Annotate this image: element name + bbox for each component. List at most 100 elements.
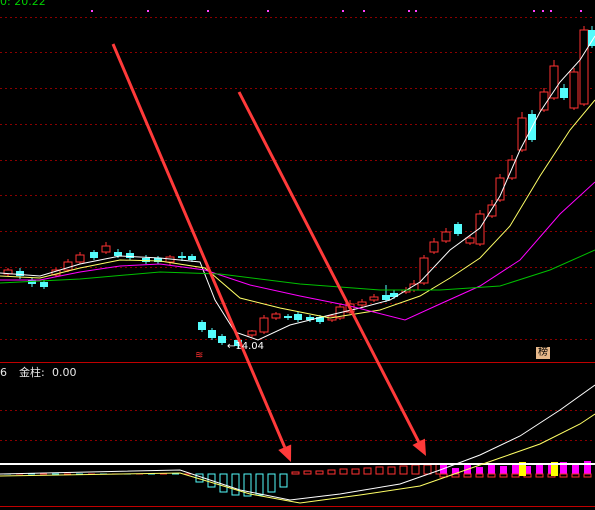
bar-signal [560, 462, 567, 474]
candle-up [165, 255, 175, 265]
bar-signal [452, 468, 459, 474]
header-marker [342, 10, 344, 12]
bar-negative [243, 473, 252, 497]
low-price-label: ←14.04 [227, 341, 265, 352]
ma20-line [0, 181, 595, 321]
ma60-line [0, 249, 595, 291]
bar-positive [315, 470, 324, 475]
candle-up [101, 242, 111, 254]
bar-negative [255, 473, 264, 496]
header-marker [580, 10, 582, 12]
bar-positive-low [475, 473, 484, 478]
candle-up [549, 60, 559, 100]
candle-up [357, 299, 367, 307]
candle-up [539, 88, 549, 112]
bar-positive [303, 470, 312, 475]
bar-positive [387, 466, 396, 475]
bar-signal [488, 464, 495, 474]
bar-signal [536, 463, 543, 474]
candle-down [142, 255, 150, 264]
bar-positive [363, 467, 372, 475]
header-marker [415, 10, 417, 12]
bar-positive [411, 464, 420, 475]
header-marker [550, 10, 552, 12]
indicator-bars [4, 461, 592, 497]
header-marker [408, 10, 410, 12]
candle-down [198, 320, 206, 332]
bar-negative [279, 473, 288, 488]
candle-up [465, 235, 475, 245]
bar-negative [207, 473, 216, 488]
annotation-arrows [111, 43, 426, 462]
header-marker [147, 10, 149, 12]
candle-up [271, 312, 281, 320]
candle-down [284, 314, 292, 320]
bar-negative [219, 473, 228, 493]
candle-down [28, 278, 36, 287]
candle-down [454, 222, 462, 236]
header-marker [533, 10, 535, 12]
candle-down [40, 280, 48, 289]
bar-positive-low [535, 473, 544, 478]
bar-signal [440, 465, 447, 474]
ma5-line [0, 35, 595, 341]
header-marker [542, 10, 544, 12]
bar-negative [231, 473, 240, 496]
candle-down [188, 254, 196, 262]
indicator-name: 金柱: [19, 366, 45, 379]
bar-positive-low [583, 473, 592, 478]
candle-down [218, 334, 226, 345]
header-marker [363, 10, 365, 12]
candlesticks[interactable] [3, 26, 595, 348]
candle-up [247, 330, 257, 337]
candle-up [429, 238, 439, 254]
indicator-left-value: 6 [0, 366, 7, 379]
bar-positive-low [511, 473, 520, 478]
candle-down [588, 26, 595, 48]
moving-averages [0, 35, 595, 341]
candle-down [208, 328, 216, 340]
bar-positive-low [487, 473, 496, 478]
indicator-value: 0.00 [52, 366, 77, 379]
candle-up [75, 252, 85, 264]
candle-down [90, 250, 98, 260]
candle-down [528, 110, 536, 142]
gold-bar [519, 462, 526, 476]
bar-positive [351, 468, 360, 475]
annotation-arrow [237, 91, 426, 456]
bar-positive [339, 468, 348, 475]
candle-up [259, 315, 269, 334]
header-price-value: 0: 20.22 [0, 0, 46, 8]
candle-down [154, 256, 162, 264]
candle-down [178, 252, 186, 261]
candle-up [579, 26, 589, 106]
bar-positive [375, 466, 384, 475]
bar-signal [476, 467, 483, 474]
candle-up [569, 68, 579, 110]
bar-positive-low [439, 473, 448, 478]
indicator-lines [0, 384, 595, 504]
candle-up [419, 255, 429, 285]
bar-signal [500, 466, 507, 474]
annotation-arrow [111, 43, 292, 462]
candle-up [369, 294, 379, 302]
header-dots [91, 10, 582, 12]
bar-signal [572, 465, 579, 474]
bar-signal [524, 466, 531, 474]
bar-positive-low [499, 473, 508, 478]
candle-down [306, 315, 314, 322]
gold-bar [551, 462, 558, 476]
header-marker [91, 10, 93, 12]
indicator-line-white [0, 384, 595, 501]
signal-marker-right[interactable]: 榜 [536, 347, 550, 359]
candle-up [495, 174, 505, 202]
indicator-line-yellow [0, 413, 595, 504]
header-marker [267, 10, 269, 12]
candle-down [560, 84, 568, 100]
candle-down [382, 285, 390, 302]
bar-positive-low [571, 473, 580, 478]
header-marker [207, 10, 209, 12]
bar-positive [327, 469, 336, 475]
candle-up [441, 228, 451, 243]
